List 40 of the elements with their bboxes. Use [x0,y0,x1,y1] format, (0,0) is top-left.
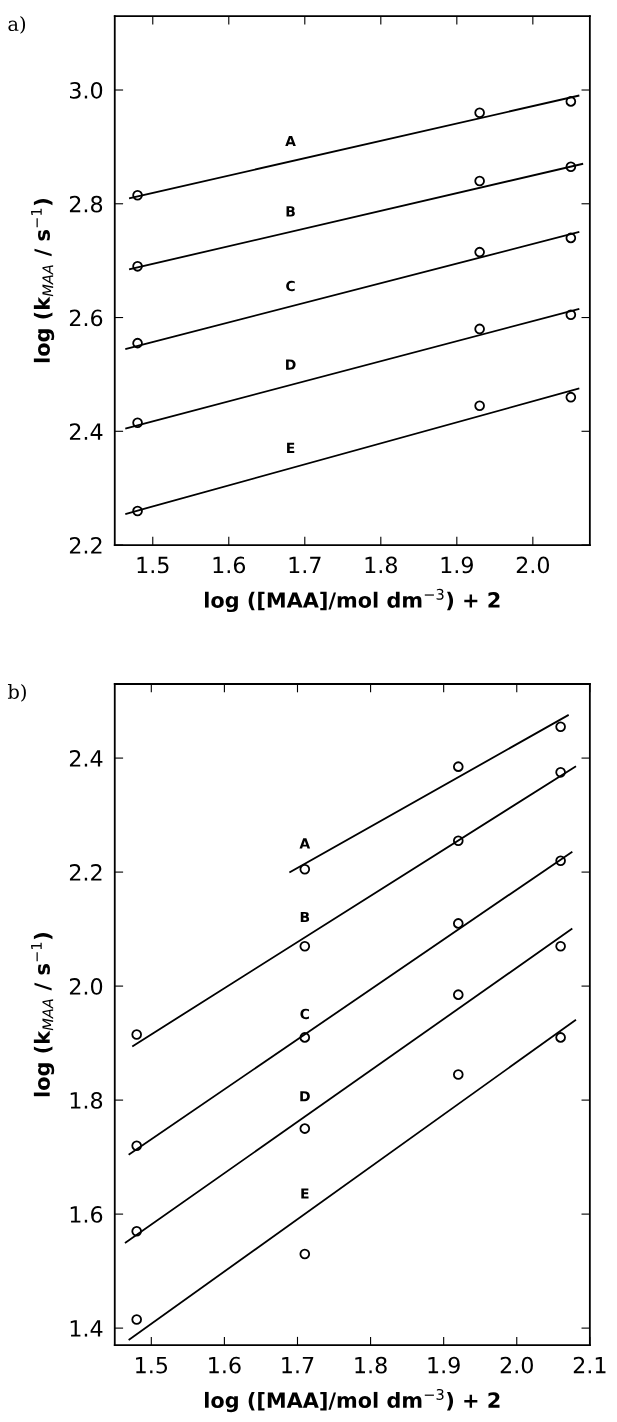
y-tick-label: 2.6 [69,309,103,327]
series-label: A [285,135,296,147]
y-tick-label: 2.4 [69,750,103,767]
series-label: B [300,911,310,923]
series-label: D [300,1091,310,1102]
y-tick-label: 1.4 [70,1320,103,1337]
x-tick-label: 1.5 [137,556,169,574]
x-tick-label: 1.6 [209,1356,241,1374]
series-label: A [299,838,311,849]
x-tick-label: 1.8 [355,1356,387,1374]
x-tick-label: 1.8 [365,556,397,574]
y-tick-label: 2.2 [69,864,102,881]
chart-title: a) [8,16,26,34]
x-tick-label: 1.9 [441,556,473,574]
x-axis-title: log ([MAA]/mol dm$^{−3}$) + 2 [205,588,500,613]
series-label: E [287,442,295,453]
x-tick-label: 1.7 [282,1357,314,1374]
y-tick-label: 2.2 [69,537,102,554]
series-label: D [286,359,296,370]
y-tick-label: 1.6 [70,1206,103,1223]
x-tick-label: 2.0 [500,1356,533,1374]
x-axis-title: log ([MAA]/mol dm$^{−3}$) + 2 [205,1388,500,1413]
series-label: B [286,206,295,217]
y-axis-title: log (k$_{MAA}$ / s$^{−1}$) [31,199,55,363]
y-tick-label: 1.8 [70,1092,103,1109]
y-tick-label: 3.0 [70,81,103,99]
y-tick-label: 2.8 [69,195,103,213]
x-tick-label: 1.5 [136,1357,168,1374]
series-label: E [301,1188,309,1199]
y-tick-label: 2.0 [69,978,103,995]
chart-title: b) [7,683,26,702]
series-label: C [300,1008,310,1020]
y-tick-label: 2.4 [69,423,103,440]
x-tick-label: 1.9 [428,1356,460,1374]
series-label: C [286,280,295,292]
y-axis-title: log (k$_{MAA}$ / s$^{−1}$) [31,933,55,1097]
x-tick-label: 2.1 [573,1356,606,1374]
x-tick-label: 1.6 [213,556,246,574]
x-tick-label: 1.7 [289,556,321,574]
x-tick-label: 2.0 [516,556,550,574]
